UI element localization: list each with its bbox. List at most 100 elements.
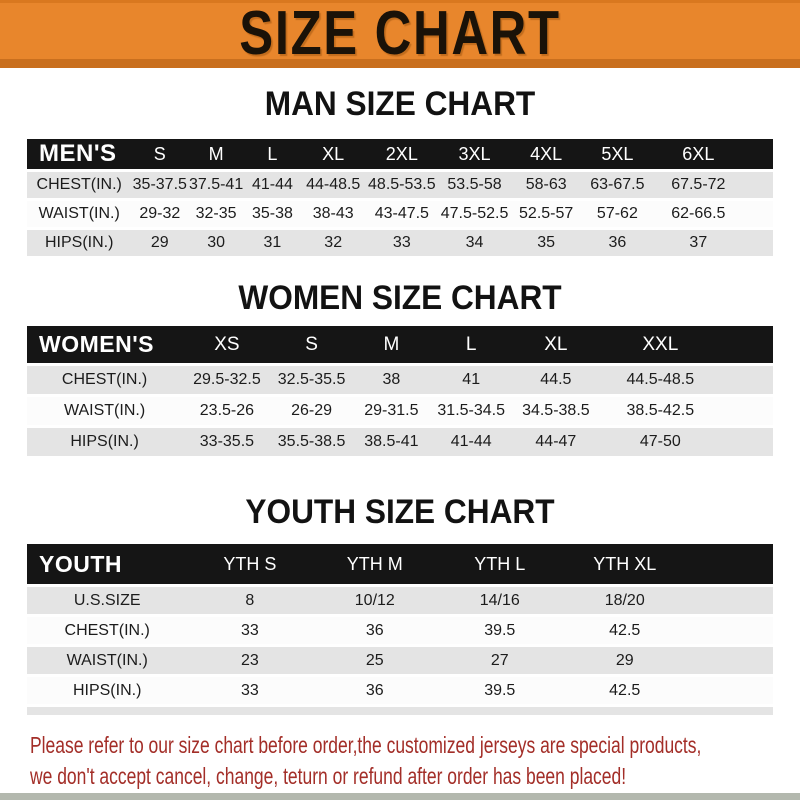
value-cell: 26-29 [271, 397, 352, 425]
row-label-cell: CHEST(IN.) [27, 172, 132, 198]
value-cell: 58-63 [511, 172, 582, 198]
header-row: WOMEN'S XS S M L XL XXL [27, 326, 773, 363]
value-cell: 29-32 [131, 201, 189, 227]
value-cell: 63-67.5 [581, 172, 654, 198]
column-header-cell: 4XL [511, 139, 582, 169]
row-label-cell: HIPS(IN.) [27, 428, 183, 456]
filler-cell [719, 397, 773, 425]
filler-cell [687, 617, 773, 644]
value-cell: 31 [244, 230, 301, 256]
value-cell: 34.5-38.5 [511, 397, 601, 425]
column-header-cell: XL [511, 326, 601, 363]
table-row: CHEST(IN.) 35-37.5 37.5-41 41-44 44-48.5 48.5… [27, 172, 773, 198]
filler-cell [687, 544, 773, 584]
column-header-cell: L [431, 326, 512, 363]
value-cell: 48.5-53.5 [365, 172, 438, 198]
youth-size-table: YOUTH YTH S YTH M YTH L YTH XL U.S.SIZE 8 10/12… [27, 541, 773, 707]
value-cell: 33 [187, 677, 313, 704]
value-cell: 36 [312, 677, 438, 704]
filler-cell [743, 201, 773, 227]
filler-cell [687, 587, 773, 614]
table-row: WAIST(IN.) 23 25 27 29 [27, 647, 773, 674]
value-cell: 32 [300, 230, 366, 256]
note-line-2: we don't accept cancel, change, teturn o… [30, 763, 627, 789]
youth-table-footer-strip [27, 707, 773, 715]
row-label-cell: CHEST(IN.) [27, 366, 183, 394]
filler-cell [719, 428, 773, 456]
column-header-cell: M [351, 326, 432, 363]
row-label-cell: WAIST(IN.) [27, 647, 188, 674]
value-cell: 41-44 [431, 428, 512, 456]
banner-title: SIZE CHART [239, 0, 561, 68]
column-header-cell: YTH XL [562, 544, 688, 584]
value-cell: 43-47.5 [365, 201, 438, 227]
value-cell: 14/16 [437, 587, 563, 614]
row-label-cell: WAIST(IN.) [27, 201, 132, 227]
value-cell: 38-43 [300, 201, 366, 227]
value-cell: 29-31.5 [351, 397, 432, 425]
value-cell: 53.5-58 [438, 172, 512, 198]
value-cell: 35-38 [244, 201, 301, 227]
table-row: CHEST(IN.) 29.5-32.5 32.5-35.5 38 41 44.5 44.5… [27, 366, 773, 394]
value-cell: 36 [312, 617, 438, 644]
value-cell: 30 [188, 230, 245, 256]
size-table: MEN'S S M L XL 2XL 3XL 4XL 5XL 6XL CHEST(IN.) 35-37… [27, 136, 773, 259]
value-cell: 32-35 [188, 201, 245, 227]
value-cell: 18/20 [562, 587, 688, 614]
value-cell: 57-62 [581, 201, 654, 227]
value-cell: 29 [562, 647, 688, 674]
value-cell: 44-47 [511, 428, 601, 456]
value-cell: 42.5 [562, 677, 688, 704]
value-cell: 27 [437, 647, 563, 674]
order-note: Please refer to our size chart before or… [30, 730, 798, 792]
filler-cell [719, 326, 773, 363]
value-cell: 38 [351, 366, 432, 394]
value-cell: 41-44 [244, 172, 301, 198]
value-cell: 44-48.5 [300, 172, 366, 198]
value-cell: 29 [131, 230, 189, 256]
size-chart-banner: SIZE CHART [0, 0, 800, 68]
size-table: WOMEN'S XS S M L XL XXL CHEST(IN.) 29.5-32.5 32.5… [27, 323, 773, 459]
column-header-cell: YTH S [187, 544, 313, 584]
value-cell: 62-66.5 [653, 201, 744, 227]
column-header-cell: S [271, 326, 352, 363]
value-cell: 33 [187, 617, 313, 644]
column-header-cell: 3XL [438, 139, 512, 169]
value-cell: 10/12 [312, 587, 438, 614]
value-cell: 47-50 [600, 428, 720, 456]
row-label-cell: HIPS(IN.) [27, 677, 188, 704]
value-cell: 39.5 [437, 617, 563, 644]
note-line-1: Please refer to our size chart before or… [30, 732, 702, 758]
header-row: MEN'S S M L XL 2XL 3XL 4XL 5XL 6XL [27, 139, 773, 169]
column-header-cell: XS [182, 326, 272, 363]
value-cell: 31.5-34.5 [431, 397, 512, 425]
value-cell: 52.5-57 [511, 201, 582, 227]
table-row: CHEST(IN.) 33 36 39.5 42.5 [27, 617, 773, 644]
column-header-cell: XL [300, 139, 366, 169]
value-cell: 23.5-26 [182, 397, 272, 425]
column-header-cell: 5XL [581, 139, 654, 169]
column-header-cell: YTH M [312, 544, 438, 584]
value-cell: 38.5-42.5 [600, 397, 720, 425]
value-cell: 42.5 [562, 617, 688, 644]
value-cell: 37.5-41 [188, 172, 245, 198]
value-cell: 44.5-48.5 [600, 366, 720, 394]
table-row: WAIST(IN.) 23.5-26 26-29 29-31.5 31.5-34.5 34… [27, 397, 773, 425]
filler-cell [743, 139, 773, 169]
value-cell: 39.5 [437, 677, 563, 704]
men-section-heading: MAN SIZE CHART [264, 85, 536, 123]
row-label-cell: WAIST(IN.) [27, 397, 183, 425]
value-cell: 33 [365, 230, 438, 256]
value-cell: 41 [431, 366, 512, 394]
table-row: U.S.SIZE 8 10/12 14/16 18/20 [27, 587, 773, 614]
women-size-table: WOMEN'S XS S M L XL XXL CHEST(IN.) 29.5-32.5 32.5… [27, 323, 773, 459]
value-cell: 35.5-38.5 [271, 428, 352, 456]
table-row: HIPS(IN.) 29 30 31 32 33 34 35 36 37 [27, 230, 773, 256]
column-header-cell: L [244, 139, 301, 169]
filler-cell [743, 230, 773, 256]
filler-cell [687, 677, 773, 704]
bottom-edge-strip [0, 793, 800, 800]
column-header-cell: XXL [600, 326, 720, 363]
value-cell: 32.5-35.5 [271, 366, 352, 394]
table-row: WAIST(IN.) 29-32 32-35 35-38 38-43 43-47.5 47.… [27, 201, 773, 227]
